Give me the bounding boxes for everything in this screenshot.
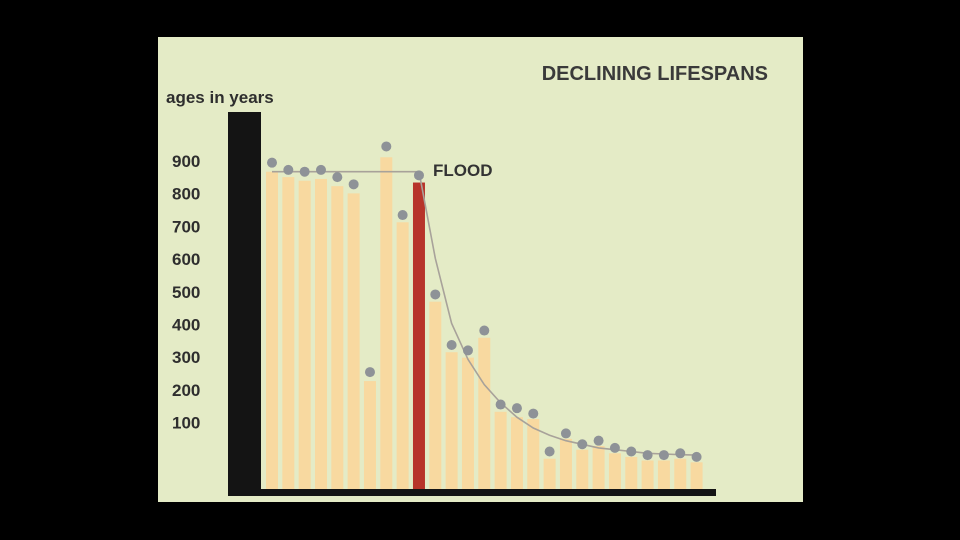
lifespan-bar <box>282 177 295 493</box>
lifespan-bar <box>380 157 393 493</box>
data-point <box>299 166 310 177</box>
lifespan-bar <box>478 337 491 493</box>
trend-line <box>272 170 697 456</box>
data-point <box>430 289 441 300</box>
lifespan-bar <box>625 456 638 493</box>
y-axis-bar <box>228 112 261 493</box>
data-point <box>626 446 637 457</box>
data-point <box>267 157 277 168</box>
data-point <box>364 367 375 378</box>
data-point <box>479 325 490 336</box>
y-tick-label: 300 <box>172 348 200 367</box>
data-point <box>593 435 604 446</box>
data-point <box>462 345 473 356</box>
lifespan-bar <box>592 446 605 493</box>
data-point <box>560 428 571 439</box>
data-point <box>332 172 343 183</box>
lifespan-bar <box>347 193 360 493</box>
lifespan-bar <box>608 453 621 493</box>
lifespan-bar <box>396 222 409 493</box>
lifespan-bar <box>445 352 458 493</box>
lifespan-bar <box>510 417 523 493</box>
flood-bar <box>412 182 425 494</box>
y-tick-label: 800 <box>172 185 200 204</box>
y-tick-label: 900 <box>172 152 200 171</box>
lifespan-bar <box>266 171 278 493</box>
lifespan-bar <box>429 301 442 493</box>
data-point <box>642 450 653 461</box>
lifespan-bar <box>690 462 703 493</box>
data-point <box>544 446 555 457</box>
lifespan-bar <box>559 438 572 493</box>
lifespan-bar <box>461 357 474 493</box>
lifespan-bar <box>641 460 654 493</box>
lifespan-bar <box>363 381 376 493</box>
y-tick-label: 400 <box>172 316 200 335</box>
data-point <box>495 399 506 410</box>
lifespan-bar <box>331 186 344 493</box>
data-point <box>609 442 620 453</box>
data-point <box>397 210 408 221</box>
data-point <box>283 164 294 175</box>
lifespan-bar <box>527 418 540 493</box>
data-point <box>675 448 686 459</box>
data-point <box>528 408 539 419</box>
data-point <box>446 339 457 350</box>
data-point <box>381 141 392 152</box>
lifespan-chart: DECLINING LIFESPANS ages in years 900 800… <box>166 63 768 496</box>
data-point <box>315 164 326 175</box>
lifespan-bar <box>657 460 670 493</box>
lifespan-bar <box>674 458 687 493</box>
flood-annotation: FLOOD <box>433 161 493 180</box>
lifespan-bar <box>576 449 589 493</box>
y-tick-label: 700 <box>172 217 200 236</box>
data-point <box>511 403 522 414</box>
slide: DECLINING LIFESPANS ages in years 900 800… <box>158 37 803 502</box>
data-point <box>577 439 588 450</box>
lifespan-bar <box>543 458 556 493</box>
y-tick-label: 500 <box>172 283 200 302</box>
data-point <box>658 450 669 461</box>
data-point <box>691 451 702 462</box>
data-point <box>413 170 424 181</box>
x-axis-bar <box>228 489 716 496</box>
y-axis-label: ages in years <box>166 88 274 107</box>
lifespan-bar <box>314 178 327 493</box>
y-tick-label: 100 <box>172 414 200 433</box>
chart-title: DECLINING LIFESPANS <box>542 63 768 85</box>
y-tick-label: 200 <box>172 381 200 400</box>
lifespan-bar <box>494 411 507 493</box>
y-tick-label: 600 <box>172 250 200 269</box>
lifespan-bar <box>298 180 311 494</box>
data-point <box>348 179 359 190</box>
